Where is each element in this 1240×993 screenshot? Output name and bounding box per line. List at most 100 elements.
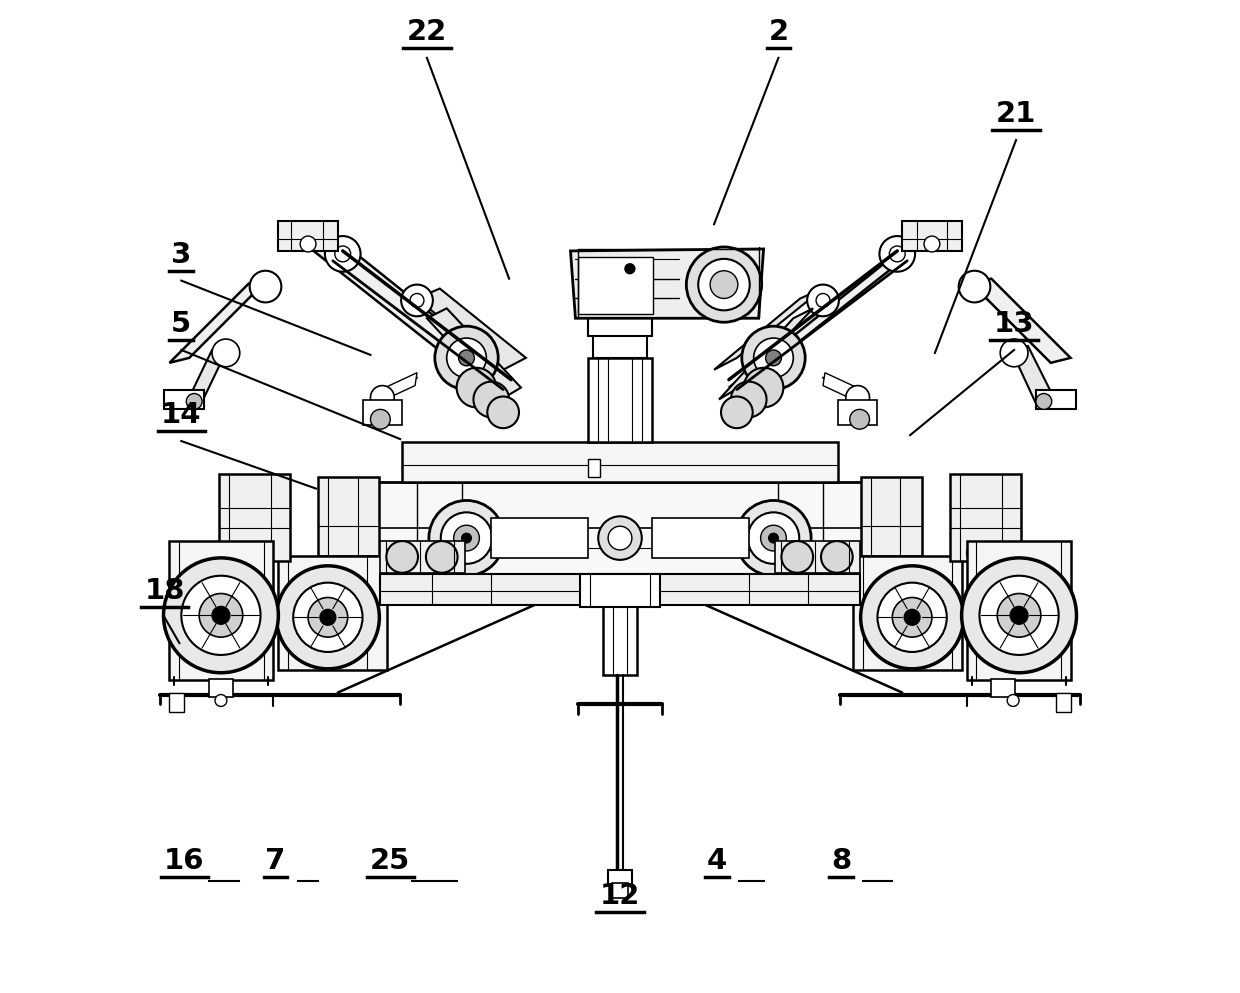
Text: 14: 14 [161, 401, 202, 429]
Circle shape [754, 338, 794, 377]
Circle shape [459, 350, 475, 365]
Circle shape [325, 236, 361, 272]
Text: 7: 7 [265, 847, 285, 875]
Circle shape [765, 350, 781, 365]
Circle shape [745, 334, 773, 361]
Circle shape [1001, 339, 1028, 366]
Circle shape [293, 583, 362, 652]
Bar [381, 574, 859, 606]
Circle shape [277, 566, 379, 669]
Circle shape [720, 396, 753, 428]
Polygon shape [714, 289, 823, 369]
Bar [608, 870, 632, 885]
Circle shape [474, 381, 510, 417]
Circle shape [320, 610, 336, 626]
Circle shape [308, 598, 347, 638]
Bar [491, 518, 588, 558]
Text: 8: 8 [831, 847, 851, 875]
Circle shape [215, 694, 227, 706]
Circle shape [687, 247, 761, 322]
Circle shape [212, 607, 229, 625]
Circle shape [846, 385, 869, 409]
Circle shape [371, 409, 391, 429]
Circle shape [429, 500, 505, 576]
Circle shape [625, 264, 635, 274]
Bar [317, 477, 379, 556]
Circle shape [962, 558, 1076, 673]
Circle shape [402, 285, 433, 317]
Circle shape [435, 326, 498, 389]
Polygon shape [417, 289, 526, 369]
Bar [278, 556, 387, 670]
Circle shape [467, 334, 495, 361]
Bar [219, 474, 290, 561]
Circle shape [879, 236, 915, 272]
Circle shape [186, 393, 202, 409]
Circle shape [698, 259, 750, 311]
Text: 5: 5 [171, 310, 191, 338]
Polygon shape [570, 249, 764, 319]
Circle shape [598, 516, 642, 560]
Circle shape [924, 236, 940, 252]
Circle shape [878, 583, 947, 652]
Circle shape [487, 396, 520, 428]
Polygon shape [427, 309, 521, 399]
Circle shape [410, 294, 424, 308]
Circle shape [744, 367, 784, 407]
Text: 3: 3 [171, 240, 191, 269]
Bar [170, 541, 274, 679]
Circle shape [730, 381, 766, 417]
Circle shape [1035, 393, 1052, 409]
Circle shape [461, 533, 471, 543]
Polygon shape [170, 279, 269, 362]
Circle shape [608, 526, 632, 550]
Circle shape [371, 385, 394, 409]
Bar [991, 678, 1016, 696]
Bar [613, 883, 627, 898]
Polygon shape [719, 309, 813, 399]
Circle shape [454, 525, 480, 551]
Circle shape [387, 541, 418, 573]
Bar [278, 221, 337, 251]
Bar [170, 692, 185, 712]
Circle shape [781, 541, 813, 573]
Bar [165, 389, 205, 409]
Text: 25: 25 [371, 847, 410, 875]
Text: 13: 13 [993, 310, 1034, 338]
Bar [377, 482, 863, 576]
Bar [402, 442, 838, 482]
Bar [593, 333, 647, 357]
Circle shape [893, 598, 932, 638]
Circle shape [440, 512, 492, 564]
Circle shape [300, 236, 316, 252]
Bar [362, 400, 402, 425]
Bar [603, 576, 637, 674]
Circle shape [735, 500, 811, 576]
Polygon shape [186, 346, 229, 403]
Circle shape [456, 367, 496, 407]
Bar [588, 459, 600, 477]
Circle shape [807, 285, 838, 317]
Polygon shape [729, 239, 929, 387]
Bar [1035, 389, 1075, 409]
Bar [966, 541, 1070, 679]
Circle shape [164, 558, 278, 673]
Polygon shape [372, 372, 417, 405]
Circle shape [966, 545, 982, 561]
Circle shape [816, 294, 830, 308]
Circle shape [821, 541, 853, 573]
Text: 16: 16 [164, 847, 205, 875]
Circle shape [959, 271, 991, 303]
Bar [950, 474, 1021, 561]
Circle shape [849, 409, 869, 429]
Bar [652, 518, 749, 558]
Bar [381, 541, 465, 573]
Bar [580, 574, 660, 608]
Bar [838, 400, 878, 425]
Circle shape [861, 566, 963, 669]
Text: 18: 18 [144, 577, 185, 606]
Circle shape [446, 338, 486, 377]
Circle shape [997, 594, 1040, 638]
Circle shape [335, 246, 351, 262]
Circle shape [200, 594, 243, 638]
